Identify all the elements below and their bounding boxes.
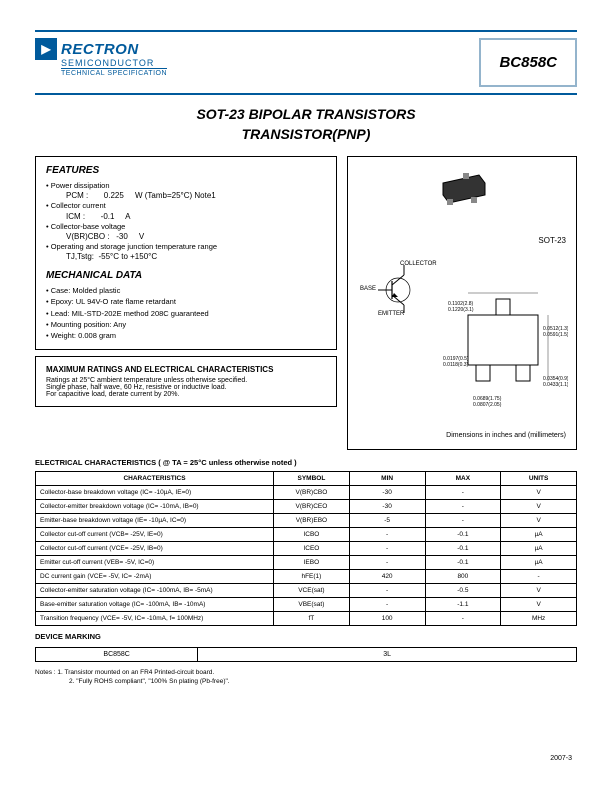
table-row: Emitter-base breakdown voltage (IE= -10µ…: [36, 514, 577, 528]
maxratings-heading: MAXIMUM RATINGS AND ELECTRICAL CHARACTER…: [46, 365, 326, 374]
table-row: DC current gain (VCE= -5V, IC= -2mA)hFE(…: [36, 570, 577, 584]
maxratings-l3: For capacitive load, derate current by 2…: [46, 391, 326, 398]
revision-date: 2007-3: [550, 755, 572, 762]
svg-text:0.1220(3.1): 0.1220(3.1): [448, 307, 474, 313]
note-2: 2. "Fully ROHS compliant", "100% Sn plat…: [35, 677, 577, 686]
table-row: Collector cut-off current (VCB= -25V, IE…: [36, 528, 577, 542]
logo-block: ▶ RECTRON SEMICONDUCTOR TECHNICAL SPECIF…: [35, 38, 167, 77]
package-panel: SOT-23 COLLECTOR BASE EMITTER: [347, 156, 577, 450]
svg-text:0.0118(0.3): 0.0118(0.3): [443, 362, 469, 368]
header-rule: [35, 93, 577, 95]
header: ▶ RECTRON SEMICONDUCTOR TECHNICAL SPECIF…: [35, 38, 577, 87]
table-row: Collector-base breakdown voltage (IC= -1…: [36, 486, 577, 500]
marking-part: BC858C: [36, 648, 198, 662]
page-title: SOT-23 BIPOLAR TRANSISTORS TRANSISTOR(PN…: [35, 105, 577, 144]
svg-text:0.0807(2.05): 0.0807(2.05): [473, 402, 502, 408]
title-line1: SOT-23 BIPOLAR TRANSISTORS: [35, 105, 577, 125]
mech-list: Case: Molded plastic Epoxy: UL 94V-O rat…: [46, 285, 326, 341]
feat-ic: Collector current: [46, 200, 326, 211]
package-outline-icon: [435, 171, 490, 206]
elec-heading: ELECTRICAL CHARACTERISTICS ( @ TA = 25°C…: [35, 458, 577, 467]
note-1: Notes : 1. Transistor mounted on an FR4 …: [35, 668, 577, 677]
table-header-row: CHARACTERISTICS SYMBOL MIN MAX UNITS: [36, 472, 577, 486]
marking-table: BC858C 3L: [35, 647, 577, 662]
maxratings-l2: Single phase, half wave, 60 Hz, resistiv…: [46, 384, 326, 391]
table-row: Collector cut-off current (VCE= -25V, IB…: [36, 542, 577, 556]
logo-icon: ▶: [35, 38, 57, 60]
pinout-diagram: COLLECTOR BASE EMITTER 0.1102: [358, 255, 566, 428]
top-rule: [35, 30, 577, 32]
svg-text:0.0433(1.1): 0.0433(1.1): [543, 382, 568, 388]
table-row: Transition frequency (VCE= -5V, IC= -10m…: [36, 612, 577, 626]
pin-base-label: BASE: [360, 286, 376, 292]
feat-tj: Operating and storage junction temperatu…: [46, 241, 326, 252]
pin-collector-label: COLLECTOR: [400, 261, 437, 267]
brand-sub: SEMICONDUCTOR: [61, 58, 167, 68]
tj-row: TJ,Tstg: -55°C to +150°C: [46, 252, 326, 261]
vcbo-row: V(BR)CBO : -30 V: [46, 232, 326, 241]
table-row: Collector-emitter breakdown voltage (IC=…: [36, 500, 577, 514]
maxratings-box: MAXIMUM RATINGS AND ELECTRICAL CHARACTER…: [35, 356, 337, 407]
brand-name: RECTRON: [61, 41, 139, 58]
maxratings-l1: Ratings at 25°C ambient temperature unle…: [46, 377, 326, 384]
part-number-box: BC858C: [479, 38, 577, 87]
package-label: SOT-23: [358, 236, 566, 245]
feat-vcb: Collector-base voltage: [46, 221, 326, 232]
dimensions-note: Dimensions in inches and (millimeters): [358, 432, 566, 439]
table-row: Emitter cut-off current (VEB= -5V, IC=0)…: [36, 556, 577, 570]
feat-power: Power dissipation: [46, 180, 326, 191]
icm-row: ICM : -0.1 A: [46, 212, 326, 221]
brand-spec: TECHNICAL SPECIFICATION: [61, 68, 167, 77]
pcm-row: PCM : 0.225 W (Tamb=25°C) Note1: [46, 191, 326, 200]
pin-emitter-label: EMITTER: [378, 311, 405, 317]
marking-heading: DEVICE MARKING: [35, 632, 577, 641]
footnotes: Notes : 1. Transistor mounted on an FR4 …: [35, 668, 577, 686]
table-row: Collector-emitter saturation voltage (IC…: [36, 584, 577, 598]
table-row: Base-emitter saturation voltage (IC= -10…: [36, 598, 577, 612]
marking-code: 3L: [198, 648, 577, 662]
title-line2: TRANSISTOR(PNP): [35, 125, 577, 145]
features-box: FEATURES Power dissipation PCM : 0.225 W…: [35, 156, 337, 350]
features-heading: FEATURES: [46, 165, 326, 176]
electrical-table: CHARACTERISTICS SYMBOL MIN MAX UNITS Col…: [35, 471, 577, 626]
svg-text:0.0591(1.5): 0.0591(1.5): [543, 332, 568, 338]
mech-heading: MECHANICAL DATA: [46, 270, 326, 281]
